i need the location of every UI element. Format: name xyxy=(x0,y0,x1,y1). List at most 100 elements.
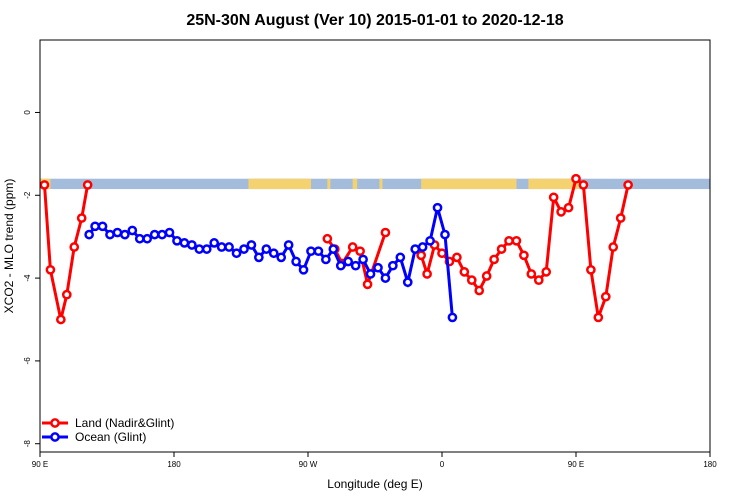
data-point xyxy=(328,244,339,254)
data-point xyxy=(322,233,333,244)
data-point xyxy=(90,221,100,232)
data-series xyxy=(39,173,633,325)
data-point xyxy=(149,229,160,240)
legend-swatch-point xyxy=(50,418,60,428)
x-tick-label: 180 xyxy=(703,460,717,469)
data-point xyxy=(563,202,574,213)
data-point xyxy=(447,312,458,323)
data-point xyxy=(142,233,153,244)
data-point xyxy=(201,244,212,254)
data-point xyxy=(313,246,324,257)
data-point xyxy=(481,271,492,281)
data-point xyxy=(615,213,626,223)
data-point xyxy=(246,240,257,250)
land-band-segment xyxy=(421,178,517,190)
data-point xyxy=(134,233,145,244)
data-point xyxy=(61,289,72,300)
data-point xyxy=(179,238,190,248)
data-point xyxy=(347,242,358,252)
data-point xyxy=(416,250,427,261)
y-tick-label: -8 xyxy=(23,440,32,448)
data-point xyxy=(84,229,94,240)
series-land xyxy=(39,173,633,325)
series-ocean xyxy=(84,202,458,323)
land-band-segment xyxy=(528,178,579,190)
data-point xyxy=(388,260,398,271)
data-point xyxy=(231,248,242,259)
y-tick-label: -6 xyxy=(23,357,32,365)
data-point xyxy=(216,242,227,252)
data-point xyxy=(425,235,435,246)
data-point xyxy=(291,256,301,267)
data-point xyxy=(97,221,108,232)
data-point xyxy=(526,269,537,279)
data-point xyxy=(76,213,87,223)
data-point xyxy=(224,242,234,252)
data-point xyxy=(45,264,56,275)
data-point xyxy=(164,227,175,238)
data-point xyxy=(459,267,470,277)
data-point xyxy=(556,206,566,217)
x-tick-label: 90 E xyxy=(32,460,48,469)
data-point xyxy=(422,269,432,279)
data-point xyxy=(571,173,581,184)
data-point xyxy=(112,227,123,238)
data-point xyxy=(343,256,354,267)
data-point xyxy=(268,248,279,259)
land-band-segment xyxy=(248,178,311,190)
data-point xyxy=(600,291,611,302)
data-point xyxy=(298,264,309,275)
data-point xyxy=(350,260,361,271)
axes: 90 E 180 90 W 0 90 E 180 0 -2 -4 -6 -8 xyxy=(23,110,717,469)
data-point xyxy=(39,180,50,190)
land-band-segment xyxy=(352,178,358,190)
data-point xyxy=(373,262,383,273)
plot-frame xyxy=(39,39,711,453)
data-point xyxy=(321,254,331,265)
data-point xyxy=(440,229,450,240)
x-tick-label: 0 xyxy=(440,460,445,469)
data-point xyxy=(105,229,115,240)
data-point xyxy=(474,285,485,296)
data-point xyxy=(489,254,499,265)
data-point xyxy=(533,275,544,286)
chart-title: 25N-30N August (Ver 10) 2015-01-01 to 20… xyxy=(186,12,563,29)
data-point xyxy=(432,202,443,213)
data-point xyxy=(127,225,138,236)
data-point xyxy=(362,279,373,290)
data-point xyxy=(172,235,182,246)
data-point xyxy=(410,244,421,254)
data-point xyxy=(578,180,589,190)
data-point xyxy=(548,192,559,203)
x-tick-label: 180 xyxy=(167,460,181,469)
data-point xyxy=(466,275,477,286)
land-band-segment xyxy=(561,178,565,190)
data-point xyxy=(283,240,294,250)
ocean-band xyxy=(40,178,710,190)
data-point xyxy=(69,242,80,252)
data-point xyxy=(380,273,391,283)
data-point xyxy=(306,246,316,257)
y-tick-label: -2 xyxy=(23,191,32,199)
data-point xyxy=(511,235,522,246)
data-point xyxy=(380,227,391,238)
data-point xyxy=(623,180,633,190)
data-point xyxy=(194,244,205,254)
y-tick-label: 0 xyxy=(23,110,32,115)
data-point xyxy=(496,244,507,254)
data-point xyxy=(358,254,368,265)
data-point xyxy=(55,314,66,325)
x-tick-label: 90 E xyxy=(568,460,584,469)
y-tick-label: -4 xyxy=(23,274,32,282)
data-point xyxy=(608,242,619,252)
data-point xyxy=(355,246,365,257)
data-point xyxy=(276,252,287,263)
data-point xyxy=(82,180,93,190)
data-point xyxy=(120,229,130,240)
data-point xyxy=(504,235,514,246)
legend-label: Ocean (Glint) xyxy=(75,430,146,444)
data-point xyxy=(261,244,272,254)
land-band-segment xyxy=(379,178,383,190)
data-point xyxy=(365,269,376,279)
